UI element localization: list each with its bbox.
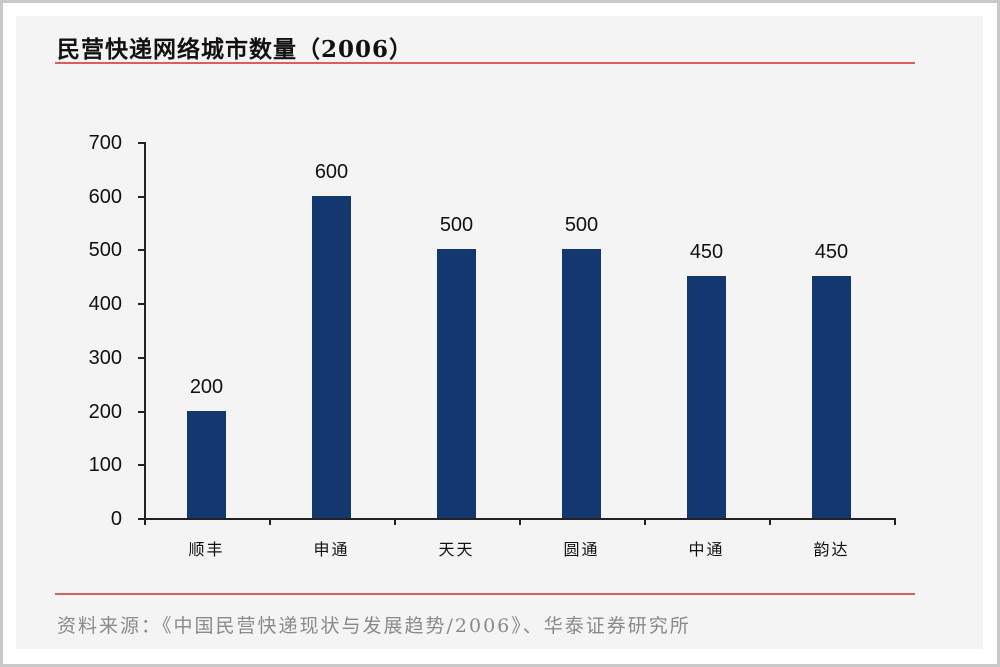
bar-4 bbox=[562, 249, 601, 518]
source-note: 资料来源：《中国民营快递现状与发展趋势/2006》、华泰证券研究所 bbox=[57, 615, 691, 637]
y-tick bbox=[138, 518, 145, 520]
x-tick bbox=[144, 518, 146, 525]
bar-value-label: 450 bbox=[689, 241, 724, 264]
bar-5 bbox=[687, 276, 726, 518]
x-tick bbox=[769, 518, 771, 525]
bar-6 bbox=[812, 276, 851, 518]
y-tick-label: 600 bbox=[88, 185, 122, 208]
y-tick-label: 300 bbox=[88, 346, 122, 369]
x-tick bbox=[394, 518, 396, 525]
x-category-label: 天天 bbox=[438, 540, 475, 559]
bar-value-label: 450 bbox=[814, 241, 849, 264]
x-tick bbox=[519, 518, 521, 525]
bar-3 bbox=[437, 249, 476, 518]
bar-2 bbox=[312, 195, 351, 518]
y-tick bbox=[138, 249, 145, 252]
bar-value-label: 200 bbox=[189, 375, 224, 398]
x-category-label: 韵达 bbox=[813, 540, 850, 559]
y-tick-label: 400 bbox=[88, 293, 122, 316]
bar-value-label: 500 bbox=[439, 214, 474, 237]
y-tick bbox=[138, 195, 145, 198]
bar-value-label: 500 bbox=[564, 214, 599, 237]
bar-value-label: 600 bbox=[314, 160, 349, 183]
x-tick bbox=[894, 518, 896, 525]
bar-1 bbox=[187, 410, 226, 518]
y-tick-label: 200 bbox=[88, 400, 122, 423]
y-tick-label: 0 bbox=[110, 508, 122, 530]
x-category-label: 申通 bbox=[313, 540, 350, 559]
title-divider bbox=[55, 62, 915, 64]
y-tick bbox=[138, 464, 145, 467]
x-category-label: 顺丰 bbox=[188, 540, 225, 559]
x-tick bbox=[269, 518, 271, 525]
y-tick bbox=[138, 410, 145, 413]
source-divider bbox=[55, 593, 915, 595]
y-tick-label: 100 bbox=[88, 454, 122, 477]
y-tick-label: 500 bbox=[88, 239, 122, 262]
y-axis bbox=[144, 142, 146, 519]
x-category-label: 圆通 bbox=[563, 540, 600, 559]
y-tick bbox=[138, 142, 145, 144]
x-category-label: 中通 bbox=[688, 540, 725, 559]
y-tick bbox=[138, 356, 145, 359]
y-tick bbox=[138, 303, 145, 306]
y-tick-label: 700 bbox=[88, 132, 122, 154]
chart-title: 民营快递网络城市数量（2006） bbox=[57, 36, 414, 63]
x-tick bbox=[644, 518, 646, 525]
